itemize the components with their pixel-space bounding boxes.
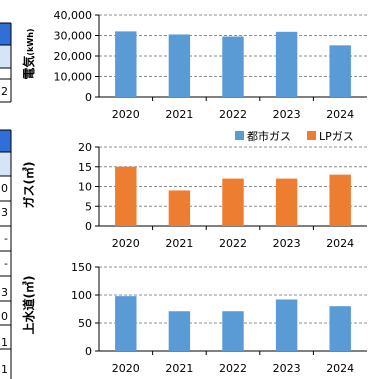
water-y-label: 上水道(㎥) xyxy=(21,276,36,335)
electricity-x-tick-label: 2023 xyxy=(273,108,301,121)
electricity-y-tick-label: 20,000 xyxy=(54,50,93,63)
table-cell-value: 1 xyxy=(1,363,8,376)
water-bar-2024 xyxy=(329,306,351,351)
electricity-y-label: 電気(kWh) xyxy=(21,28,36,79)
table-cell-value: 3 xyxy=(1,206,8,219)
gas-y-tick-label: 5 xyxy=(85,200,92,213)
water-x-tick-label: 2022 xyxy=(219,362,247,375)
table-subheader-cell xyxy=(0,152,11,176)
gas-y-tick-label: 15 xyxy=(78,161,92,174)
gas-bar-2020 xyxy=(115,166,137,226)
table-subheader-cell xyxy=(0,45,11,68)
water-chart: 上水道(㎥) 0 50 100 150 2020 2021 2022 2023 2024 xyxy=(21,261,367,375)
water-y-tick-label: 0 xyxy=(85,345,92,358)
gas-legend: 都市ガス LPガス xyxy=(235,129,354,143)
table-cell-value: - xyxy=(4,257,8,270)
table-cell-value: 2 xyxy=(1,85,8,98)
legend-label-lp-gas: LPガス xyxy=(319,130,354,143)
electricity-y-tick-label: 30,000 xyxy=(54,30,93,43)
gas-x-tick-label: 2024 xyxy=(326,237,354,250)
gas-x-tick-label: 2020 xyxy=(112,237,140,250)
electricity-bar-2020 xyxy=(115,31,137,97)
gas-bar-2022 xyxy=(222,178,244,226)
water-bar-2023 xyxy=(275,299,298,351)
legend-swatch-city-gas xyxy=(235,131,244,140)
left-table: 2 0 3 - - 3 0 1 1 xyxy=(0,22,12,379)
electricity-y-label-main: 電気 xyxy=(21,56,36,80)
water-y-tick-label: 50 xyxy=(78,317,92,330)
gas-y-tick-label: 10 xyxy=(78,181,92,194)
water-x-tick-label: 2024 xyxy=(326,362,354,375)
water-bar-2020 xyxy=(115,296,137,351)
gas-y-label: ガス(㎥) xyxy=(21,162,36,209)
gas-bar-2021 xyxy=(168,190,191,226)
electricity-bar-2022 xyxy=(222,36,244,97)
table-cell-value: - xyxy=(4,232,8,245)
table-cell-value: 3 xyxy=(1,286,8,299)
water-x-tick-label: 2020 xyxy=(112,362,140,375)
electricity-y-tick-label: 0 xyxy=(85,91,92,104)
electricity-x-tick-label: 2024 xyxy=(326,108,354,121)
gas-y-tick-label: 0 xyxy=(85,220,92,233)
table-cell-value: 0 xyxy=(1,182,8,195)
electricity-bar-2023 xyxy=(275,31,298,98)
water-bar-2021 xyxy=(168,311,191,351)
water-x-tick-label: 2021 xyxy=(165,362,193,375)
electricity-y-tick-label: 40,000 xyxy=(54,9,93,22)
electricity-bar-2024 xyxy=(329,45,351,97)
electricity-x-tick-label: 2020 xyxy=(112,108,140,121)
water-y-tick-label: 100 xyxy=(71,289,92,302)
table-cell-value: 0 xyxy=(1,310,8,323)
water-bar-2022 xyxy=(222,311,244,351)
gas-y-tick-label: 20 xyxy=(78,141,92,154)
gas-bar-2023 xyxy=(275,178,298,226)
water-y-tick-label: 150 xyxy=(71,261,92,274)
table-cell-value: 1 xyxy=(1,336,8,349)
electricity-bar-2021 xyxy=(168,34,191,97)
legend-swatch-lp-gas xyxy=(307,131,316,140)
gas-x-tick-label: 2022 xyxy=(219,237,247,250)
electricity-x-tick-label: 2021 xyxy=(165,108,193,121)
electricity-x-tick-label: 2022 xyxy=(219,108,247,121)
legend-label-city-gas: 都市ガス xyxy=(247,129,291,143)
table-header-cell xyxy=(0,23,11,45)
gas-x-tick-label: 2021 xyxy=(165,237,193,250)
gas-bar-2024 xyxy=(329,174,351,226)
table-header-cell xyxy=(0,130,11,152)
electricity-y-label-unit: (kWh) xyxy=(26,28,35,55)
electricity-y-tick-label: 10,000 xyxy=(54,71,93,84)
gas-x-tick-label: 2023 xyxy=(273,237,301,250)
electricity-chart: 電気(kWh) 0 10,000 20,000 30,000 40,000 2020 202… xyxy=(21,9,367,121)
water-x-tick-label: 2023 xyxy=(273,362,301,375)
